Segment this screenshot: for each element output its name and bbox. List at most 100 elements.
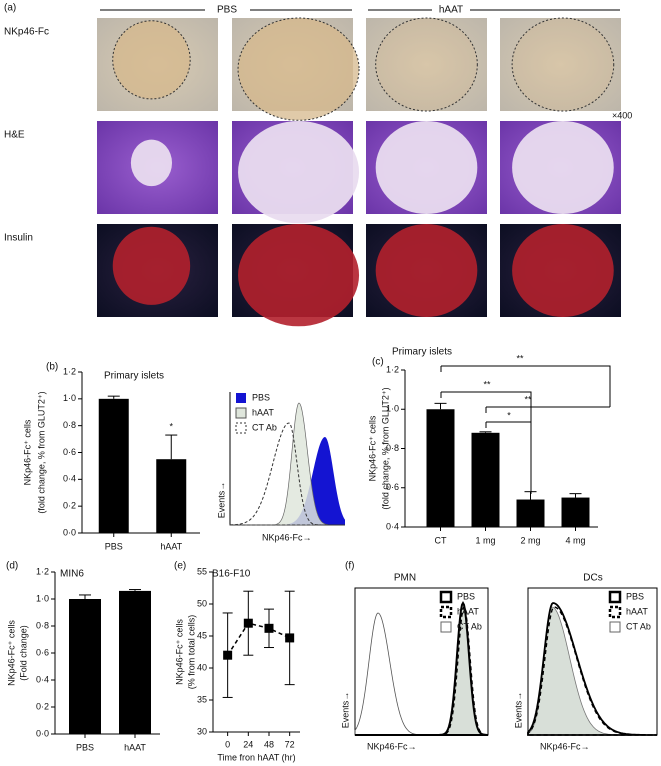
marker [285,633,295,643]
islet [375,224,478,317]
legend-swatch [608,605,622,619]
y-axis-label: NKp46-Fc⁺ cells [367,415,377,481]
y-axis-label: (Fold change) [18,625,28,681]
marker [264,623,274,633]
panel-label: (d) [6,561,18,572]
y-tick-label: 0·6 [36,647,49,657]
y-tick-label: 1·0 [36,593,49,603]
legend-label: hAAT [626,606,648,616]
legend-swatch [236,393,246,403]
bar [156,459,187,533]
legend-swatch [439,605,453,619]
group-label: PBS [217,5,237,16]
legend-label: hAAT [457,606,479,616]
row-label: H&E [4,130,25,141]
legend-swatch [235,422,247,434]
significance: ** [483,379,491,389]
legend-label: CT Ab [457,621,482,631]
magnification: ×400 [612,110,632,120]
y-tick-label: 1·2 [63,366,76,376]
islet [512,121,614,214]
chart-title: Primary islets [392,347,452,358]
y-tick-label: 35 [197,694,207,704]
bar [426,409,455,527]
legend-swatch [440,621,452,633]
legend-label: CT Ab [626,621,651,631]
x-tick-label: 4 mg [565,535,585,545]
islet [130,139,173,187]
histogram-title: PMN [394,573,416,584]
panel-label: (e) [174,561,186,572]
y-tick-label: 0·4 [63,474,76,484]
chart-title: MIN6 [60,569,84,580]
chart-title: Primary islets [104,371,164,382]
marker [223,650,233,660]
bar [69,599,101,734]
histogram-x-label: NKp46-Fc→ [262,532,312,542]
islet [512,224,614,317]
y-tick-label: 0·8 [386,443,399,453]
bar [516,499,545,527]
significance-bracket [440,365,611,407]
y-tick-label: 0·8 [36,620,49,630]
y-tick-label: 40 [197,662,207,672]
islet [237,17,360,121]
histogram-title: DCs [583,573,602,584]
group-label: hAAT [439,5,463,16]
x-tick-label: hAAT [160,541,182,551]
row-label: NKp46-Fc [4,27,49,38]
histogram [229,422,345,526]
x-tick-label: 24 [243,739,253,749]
y-tick-label: 0·0 [63,527,76,537]
significance: * [169,421,173,431]
y-tick-label: 0·4 [386,521,399,531]
y-axis-label: NKp46-Fc⁺ cells [22,419,32,485]
y-tick-label: 1·0 [63,393,76,403]
y-axis-label: NKp46-Fc⁺ cells [174,619,184,685]
islet [375,17,478,112]
panel-label: (a) [4,3,16,14]
y-tick-label: 0·4 [36,674,49,684]
x-tick-label: 0 [225,739,230,749]
histogram-y-label: Events→ [513,692,523,729]
y-tick-label: 30 [197,726,207,736]
bar [98,398,129,533]
bar [119,590,151,734]
chart-title: B16-F10 [212,569,251,580]
y-tick-label: 0·6 [63,447,76,457]
islet [375,121,478,214]
y-tick-label: 45 [197,630,207,640]
islet [112,20,191,100]
significance-bracket [485,421,532,494]
y-tick-label: 0·0 [36,728,49,738]
y-tick-label: 1·0 [386,404,399,414]
x-tick-label: PBS [105,541,123,551]
legend-label: hAAT [252,407,274,417]
legend-swatch [609,621,621,633]
histogram-y-label: Events→ [340,692,350,729]
y-tick-label: 0·2 [36,701,49,711]
y-axis-label: (% from total cells) [186,615,196,690]
x-tick-label: hAAT [124,742,146,752]
histogram [230,437,345,525]
legend-label: PBS [252,392,270,402]
legend-label: PBS [626,591,644,601]
significance: * [507,410,511,420]
x-tick-label: 2 mg [520,535,540,545]
legend-swatch [439,590,453,604]
histogram-x-label: NKp46-Fc→ [367,741,417,751]
y-tick-label: 0·2 [63,501,76,511]
y-axis-label: (fold change, % from GLUT2⁺) [36,391,46,513]
x-tick-label: CT [435,535,447,545]
islet [511,17,615,112]
islet [112,226,191,305]
panel-label: (b) [46,362,58,373]
legend-swatch [235,407,247,419]
islet [238,224,360,327]
bar [561,497,590,527]
x-tick-label: 72 [285,739,295,749]
y-axis-label: NKp46-Fc⁺ cells [6,620,16,686]
row-label: Insulin [4,233,33,244]
marker [243,618,253,628]
